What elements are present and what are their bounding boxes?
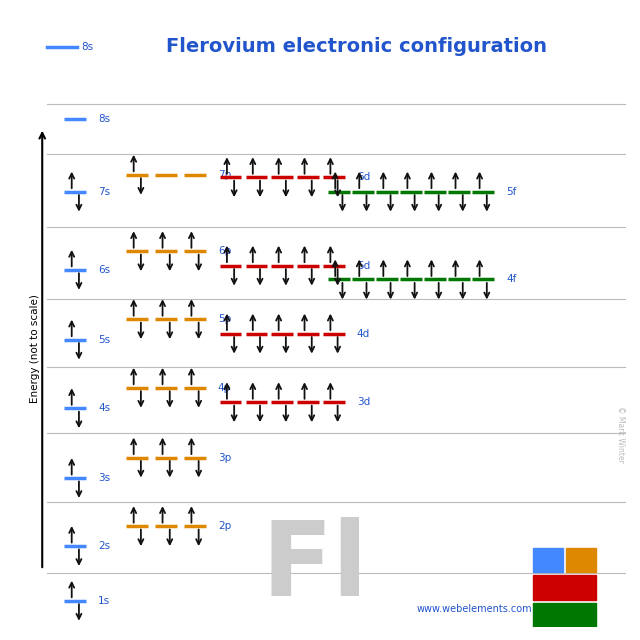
Text: 5p: 5p <box>218 314 231 324</box>
Text: 5d: 5d <box>357 260 370 271</box>
Text: 4s: 4s <box>98 403 110 413</box>
Text: 6p: 6p <box>218 246 231 256</box>
Text: 6d: 6d <box>357 172 370 182</box>
Text: 7s: 7s <box>98 187 110 196</box>
Text: 3d: 3d <box>357 397 370 407</box>
Text: 8s: 8s <box>81 42 93 52</box>
Text: 7p: 7p <box>218 170 231 180</box>
Text: 4d: 4d <box>357 328 370 339</box>
Bar <box>532 575 596 600</box>
Bar <box>566 548 596 572</box>
Text: 8s: 8s <box>98 114 110 124</box>
Text: 2p: 2p <box>218 521 231 531</box>
Text: www.webelements.com: www.webelements.com <box>417 604 532 614</box>
Bar <box>532 602 596 627</box>
Text: 6s: 6s <box>98 265 110 275</box>
Text: 5f: 5f <box>506 187 516 196</box>
Text: 5s: 5s <box>98 335 110 344</box>
Text: 4p: 4p <box>218 383 231 393</box>
Text: 2s: 2s <box>98 541 110 551</box>
Text: © Mark Winter: © Mark Winter <box>616 406 625 463</box>
Text: 4f: 4f <box>506 275 516 284</box>
Text: 1s: 1s <box>98 596 110 605</box>
Bar <box>532 548 563 572</box>
Text: Energy (not to scale): Energy (not to scale) <box>30 294 40 403</box>
Text: 3s: 3s <box>98 473 110 483</box>
Text: Flerovium electronic configuration: Flerovium electronic configuration <box>166 37 547 56</box>
Text: Fl: Fl <box>261 516 368 618</box>
Text: 3p: 3p <box>218 452 231 463</box>
